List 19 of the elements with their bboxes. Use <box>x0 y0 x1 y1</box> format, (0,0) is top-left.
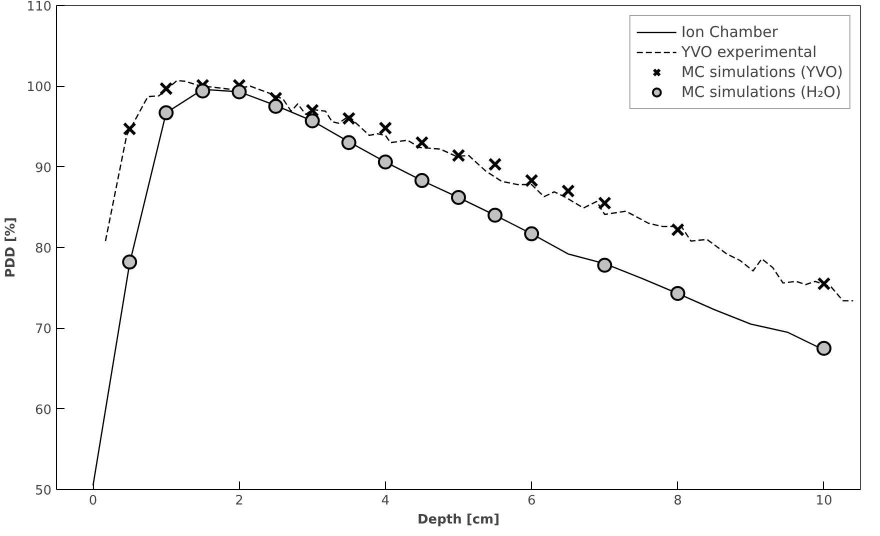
x-tick-label: 4 <box>381 494 390 508</box>
y-tick-label: 70 <box>34 322 52 338</box>
legend-label: MC simulations (H₂O) <box>681 83 842 101</box>
y-tick-label: 50 <box>34 484 52 498</box>
y-tick-label: 100 <box>26 80 52 96</box>
y-tick-label: 60 <box>34 402 52 418</box>
y-tick-label: 80 <box>34 242 52 256</box>
x-tick-label: 10 <box>816 494 832 508</box>
legend-label: YVO experimental <box>681 43 817 61</box>
x-tick-label: 0 <box>88 494 98 508</box>
legend-label: MC simulations (YVO) <box>681 63 843 81</box>
x-tick-label: 2 <box>235 494 244 508</box>
x-axis-title: Depth [cm] <box>417 512 500 528</box>
x-tick-label: 8 <box>674 494 682 508</box>
y-tick-label: 110 <box>26 0 52 14</box>
x-tick-label: 6 <box>527 494 536 508</box>
y-axis-title: PDD [%] <box>4 217 19 278</box>
legend-label: Ion Chamber <box>681 23 778 41</box>
y-tick-label: 90 <box>34 160 52 176</box>
